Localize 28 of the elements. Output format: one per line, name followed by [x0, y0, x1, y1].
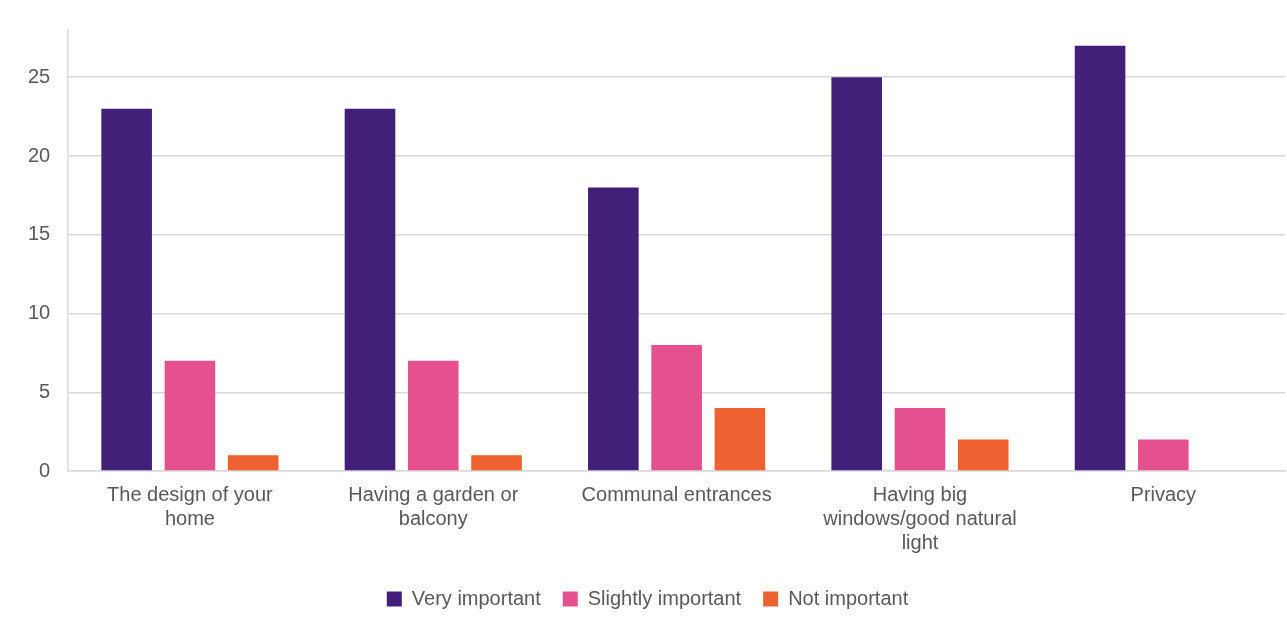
bar	[164, 360, 216, 471]
bar	[588, 187, 639, 471]
y-tick-label: 20	[28, 143, 51, 166]
bar	[957, 439, 1009, 471]
legend-label: Slightly important	[587, 586, 742, 609]
x-tick-label: Having a garden or balcony	[348, 482, 519, 529]
bar	[407, 360, 459, 471]
bar	[1138, 439, 1189, 471]
y-tick-label: 25	[28, 64, 51, 87]
bar	[894, 408, 946, 471]
bar	[651, 345, 702, 471]
legend-label: Very important	[411, 586, 542, 609]
y-tick-label: 5	[39, 379, 51, 402]
bar	[471, 455, 522, 471]
y-tick-label: 10	[28, 301, 51, 324]
y-tick-label: 0	[39, 458, 51, 481]
x-tick-label: The design of your home	[107, 482, 274, 529]
bar	[714, 408, 766, 471]
bar	[1074, 45, 1126, 471]
bar	[101, 108, 152, 471]
bar	[831, 77, 883, 471]
y-tick-label: 15	[28, 222, 51, 245]
x-tick-label: Privacy	[1130, 482, 1197, 505]
legend-label: Not important	[788, 586, 909, 609]
x-tick-label: Communal entrances	[581, 482, 772, 505]
bar	[227, 455, 279, 471]
x-tick-label: Having big windows/good natural light	[822, 482, 1017, 553]
bar	[344, 108, 396, 471]
